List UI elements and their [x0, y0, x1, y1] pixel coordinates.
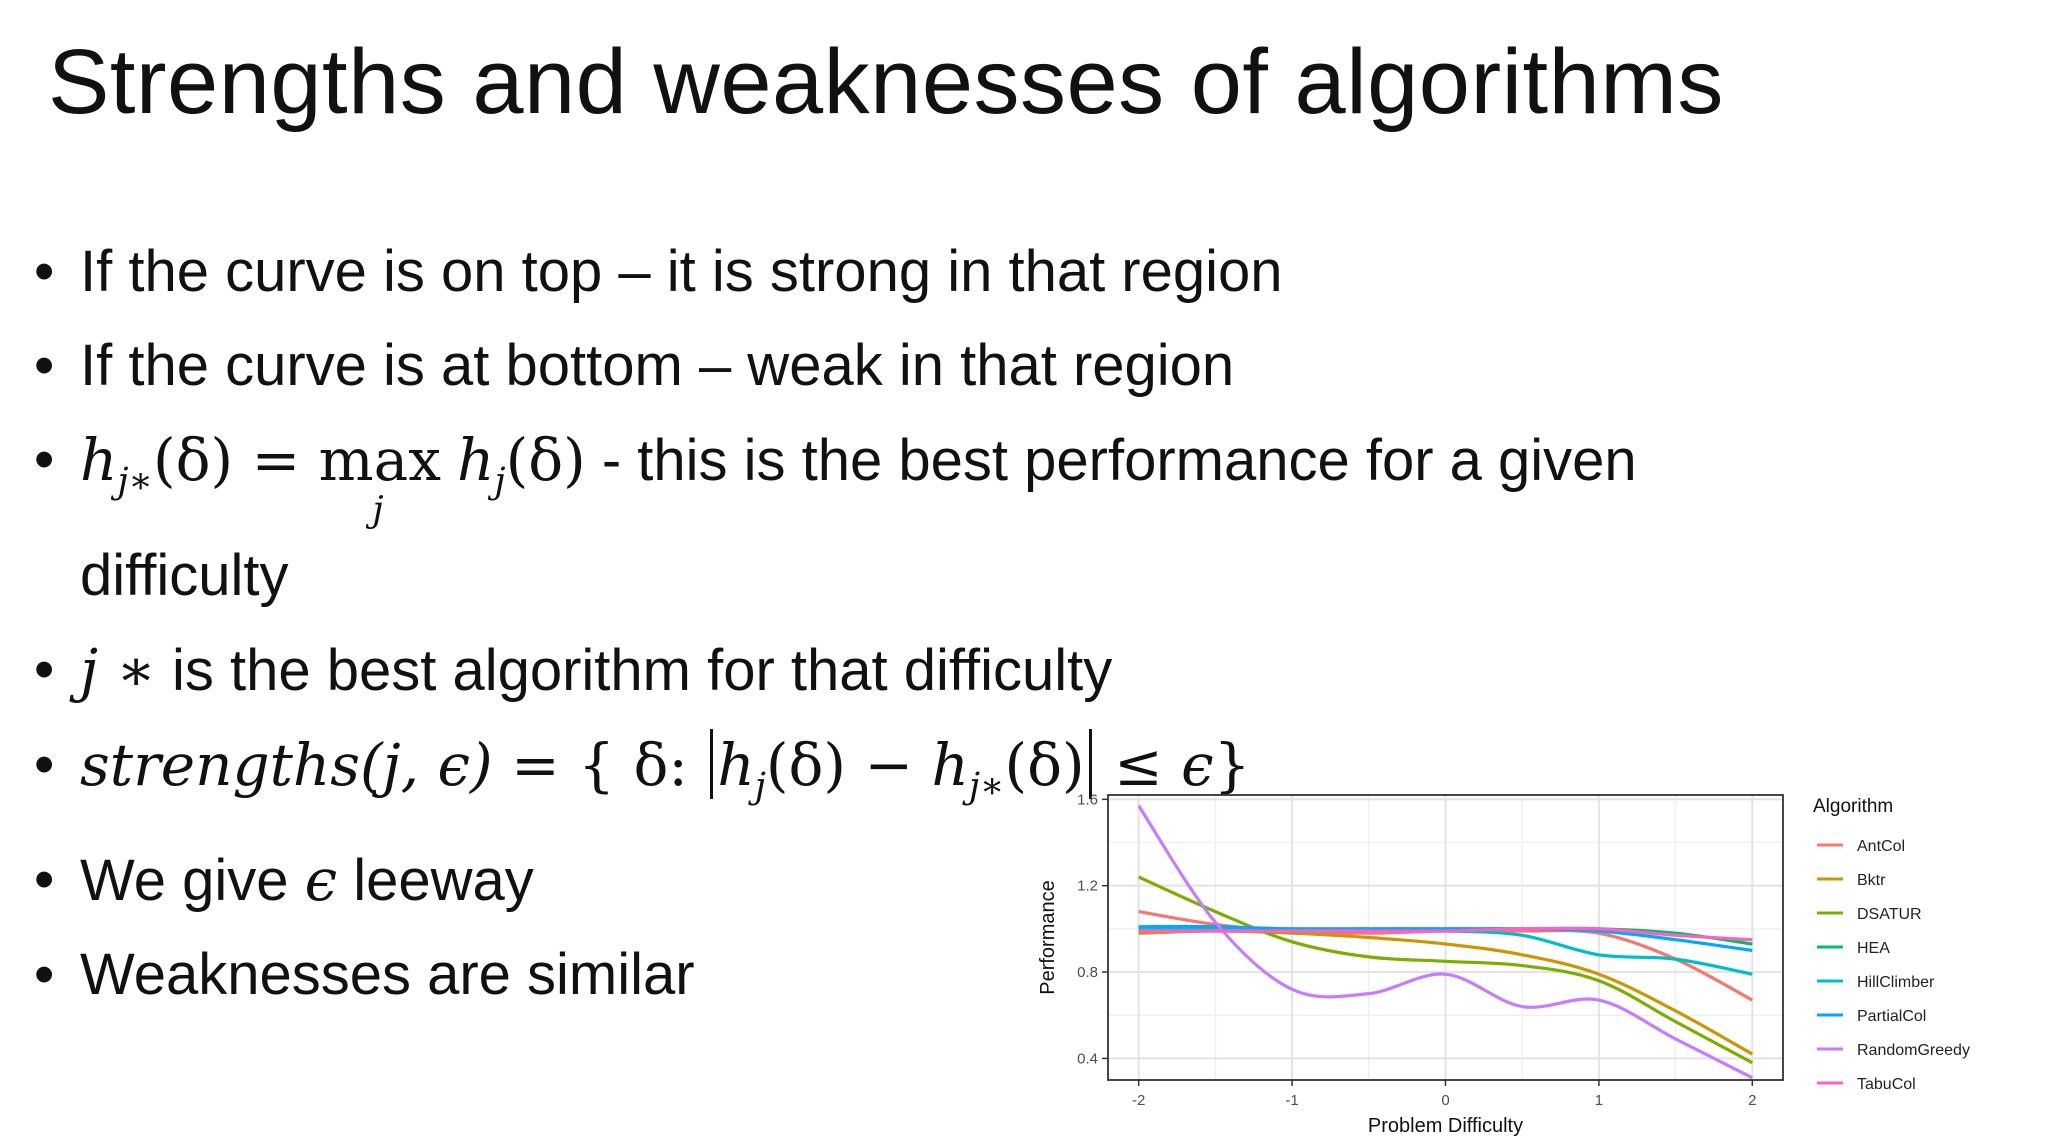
bullet-best-algorithm: j ∗ is the best algorithm for that diffi…: [34, 623, 1784, 718]
bullet-leeway: We give ϵ leeway: [34, 833, 1784, 928]
y-tick-label: 0.4: [1077, 1050, 1098, 1067]
y-axis-title: Performance: [1037, 880, 1059, 995]
bullet-text: We give: [80, 848, 305, 914]
bullet-text: - this is the best performance for a giv…: [585, 428, 1637, 493]
math-jstar: j ∗: [80, 635, 156, 704]
math-delta-arg: (δ): [152, 426, 234, 494]
series-line-tabucol: [1138, 926, 1753, 942]
math-epsilon: ϵ: [1181, 730, 1214, 799]
legend-label-bktr: Bktr: [1857, 872, 1886, 889]
x-tick-label: 0: [1441, 1092, 1449, 1109]
bullet-text: Weaknesses are similar: [80, 942, 695, 1008]
y-tick-label: 1.2: [1077, 878, 1098, 895]
bullet-text: If the curve is at bottom – weak in that…: [80, 333, 1235, 398]
math-delta-arg: (δ): [505, 426, 586, 494]
math-j-subscript: j: [494, 460, 506, 502]
slide-title: Strengths and weaknesses of algorithms: [48, 31, 1724, 133]
math-h: h: [457, 426, 495, 494]
math-delta-arg: (δ): [765, 730, 847, 799]
bullet-text: leeway: [337, 848, 534, 914]
series-line-dsatur: [1138, 875, 1754, 1065]
x-tick-label: -2: [1132, 1092, 1145, 1109]
math-h: h: [80, 426, 118, 494]
legend-label-dsatur: DSATUR: [1857, 906, 1922, 923]
y-tick-label: 0.8: [1077, 964, 1098, 981]
bullet-text: If the curve is on top – it is strong in…: [80, 239, 1283, 304]
chart-svg: -2 -1 0 1 2 0.4 0.8 1.2 1.6 Problem Difficulty Per…: [1037, 791, 1970, 1137]
math-max: max: [318, 426, 441, 494]
bullet-text: is the best algorithm for that difficult…: [155, 637, 1113, 703]
math-delta-arg: (δ): [1004, 730, 1085, 799]
x-tick-label: 2: [1748, 1092, 1756, 1109]
legend-label-antcol: AntCol: [1857, 838, 1905, 855]
series-line-partialcol: [1138, 924, 1753, 953]
legend-label-partialcol: PartialCol: [1857, 1008, 1926, 1025]
math-set-open: { δ:: [578, 730, 707, 799]
series-line-randomgreedy: [1137, 804, 1754, 1080]
math-equals: =: [492, 730, 579, 799]
bullet-curve-at-bottom: If the curve is at bottom – weak in that…: [34, 319, 1784, 413]
bullet-weaknesses: Weaknesses are similar: [34, 928, 1784, 1022]
bullet-continuation: difficulty: [34, 529, 1784, 623]
math-h: h: [717, 730, 755, 799]
x-tick-label: 1: [1595, 1092, 1603, 1109]
math-max-subscript: j: [372, 489, 384, 530]
math-set-close: }: [1213, 730, 1251, 799]
math-strengths-args: (j, ϵ): [360, 730, 493, 799]
y-tick-label: 1.6: [1077, 791, 1098, 808]
x-axis-title: Problem Difficulty: [1368, 1115, 1523, 1137]
x-tick-label: -1: [1285, 1092, 1298, 1109]
legend-label-hea: HEA: [1857, 940, 1890, 957]
abs-bar-left: [710, 728, 714, 799]
legend-label-randomgreedy: RandomGreedy: [1857, 1042, 1970, 1059]
math-epsilon: ϵ: [304, 846, 338, 915]
math-jstar-subscript: j∗: [968, 765, 1005, 807]
math-leq: ≤: [1095, 730, 1182, 799]
performance-chart: -2 -1 0 1 2 0.4 0.8 1.2 1.6 Problem Difficulty Per…: [1030, 780, 2050, 1138]
math-jstar-subscript: j∗: [117, 460, 153, 502]
math-strengths: strengths: [80, 730, 361, 799]
math-j-subscript: j: [754, 765, 766, 807]
abs-bar-right: [1088, 728, 1092, 799]
legend-label-tabucol: TabuCol: [1857, 1076, 1916, 1093]
bullet-list: If the curve is on top – it is strong in…: [34, 225, 1784, 1022]
legend-label-hillclimber: HillClimber: [1857, 974, 1935, 991]
bullet-curve-on-top: If the curve is on top – it is strong in…: [34, 225, 1784, 319]
math-minus: −: [846, 730, 932, 799]
legend-title: Algorithm: [1813, 796, 1893, 817]
bullet-text: difficulty: [80, 542, 289, 608]
math-h: h: [931, 730, 969, 799]
bullet-strengths-definition: strengths(j, ϵ) = { δ: hj(δ) − hj∗(δ) ≤ …: [34, 718, 1784, 834]
math-max-operator: max j: [318, 413, 441, 530]
math-equals: =: [233, 426, 319, 494]
